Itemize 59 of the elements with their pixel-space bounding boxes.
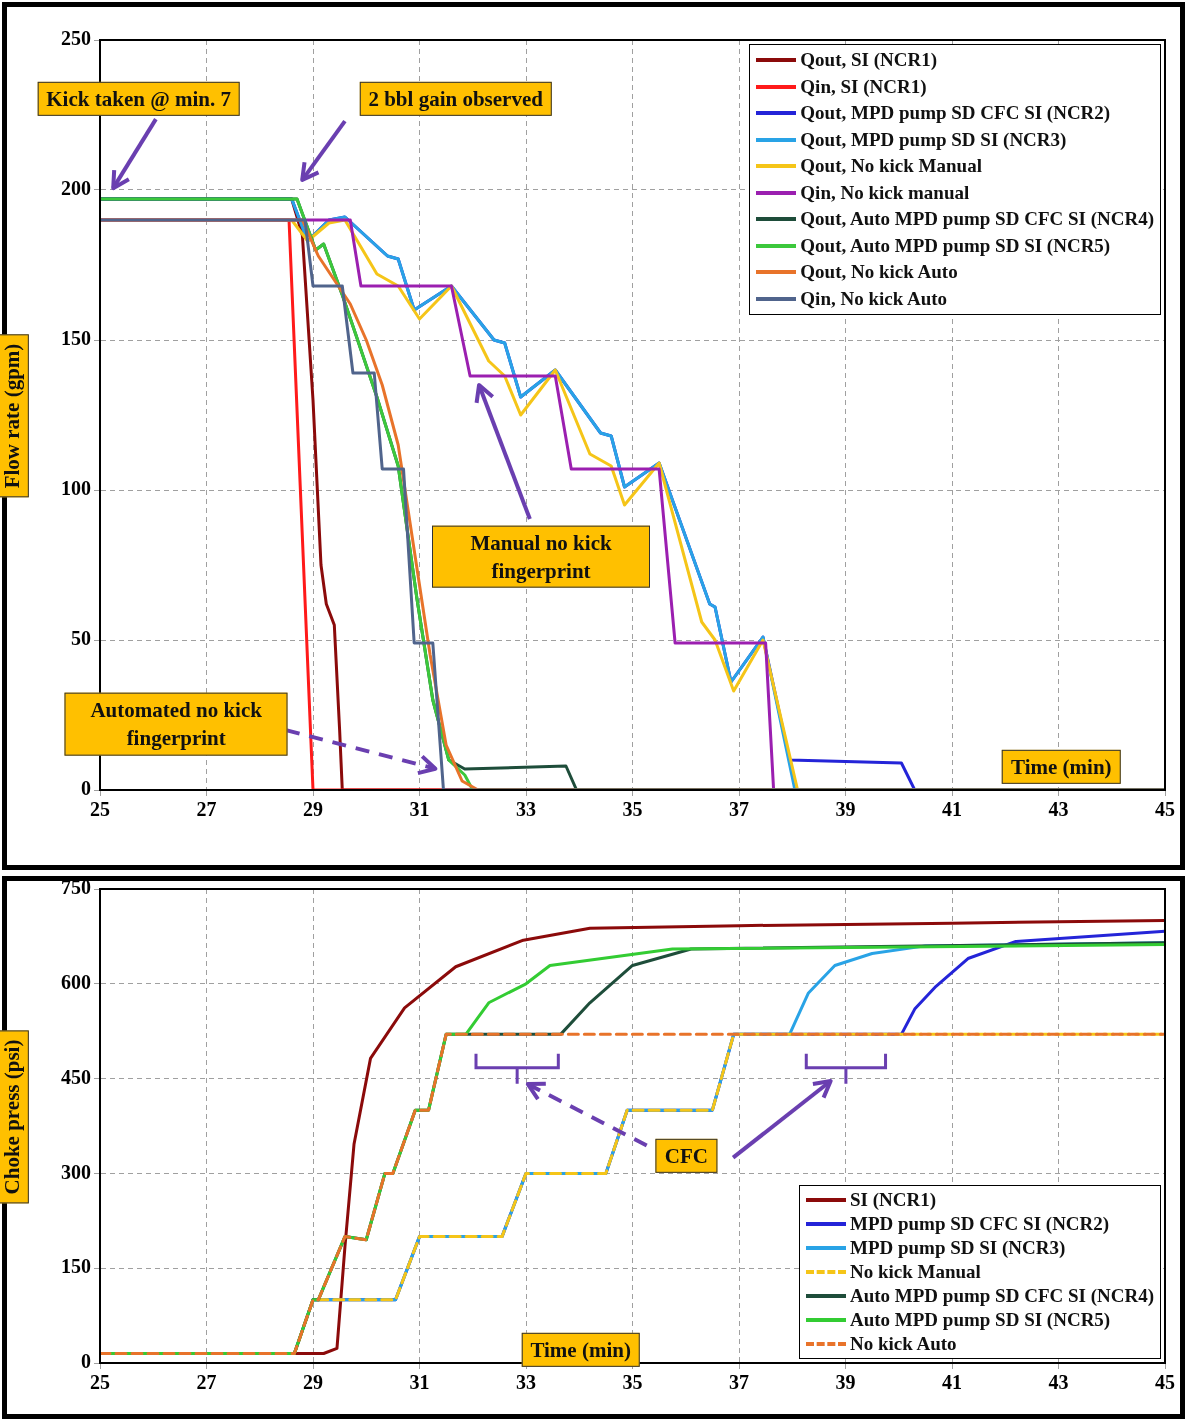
- x-tick-label: 35: [622, 1371, 643, 1394]
- legend-label: Auto MPD pump SD CFC SI (NCR4): [849, 1285, 1154, 1307]
- legend-label: SI (NCR1): [849, 1189, 936, 1211]
- x-tick-label: 35: [622, 798, 643, 821]
- legend-label: Qout, Auto MPD pump SD CFC SI (NCR4): [800, 208, 1154, 231]
- x-tick-label: 39: [835, 798, 856, 821]
- legend-label: Qout, No kick Auto: [800, 261, 958, 284]
- y-tick-label: 450: [61, 1065, 91, 1088]
- y-tick-label: 0: [81, 1350, 91, 1373]
- y-tick-label: 250: [61, 27, 91, 50]
- y-tick-label: 0: [81, 777, 91, 800]
- legend-label: Qout, No kick Manual: [800, 155, 982, 178]
- x-tick-label: 37: [729, 1371, 749, 1394]
- legend-label: Qout, MPD pump SD SI (NCR3): [800, 128, 1067, 151]
- x-tick-label: 29: [303, 1371, 323, 1394]
- legend-label: Qout, MPD pump SD CFC SI (NCR2): [800, 102, 1111, 125]
- callout-box: Manual no kick fingerprint: [432, 525, 651, 588]
- x-tick-label: 45: [1155, 1371, 1175, 1394]
- callout-box: Kick taken @ min. 7: [37, 81, 240, 117]
- x-tick-label: 41: [942, 1371, 962, 1394]
- legend-label: No kick Auto: [849, 1333, 957, 1355]
- x-tick-label: 43: [1048, 798, 1069, 821]
- x-tick-label: 25: [90, 798, 110, 821]
- x-tick-label: 41: [942, 798, 962, 821]
- x-tick-label: 43: [1048, 1371, 1069, 1394]
- legend-label: Qin, No kick manual: [800, 181, 970, 204]
- legend-label: Qin, SI (NCR1): [800, 75, 927, 98]
- y-tick-label: 150: [61, 327, 91, 350]
- x-tick-label: 33: [516, 798, 536, 821]
- y-tick-label: 600: [61, 970, 91, 993]
- y-tick-label: 100: [61, 477, 91, 500]
- x-tick-label: 45: [1155, 798, 1175, 821]
- y-axis-title: Choke press (psi): [0, 1030, 29, 1204]
- x-tick-label: 31: [409, 1371, 430, 1394]
- x-tick-label: 25: [90, 1371, 110, 1394]
- legend-label: Qout, SI (NCR1): [800, 49, 938, 72]
- callout-box: CFC: [655, 1138, 717, 1173]
- callout-box: Automated no kick fingerprint: [64, 692, 288, 756]
- legend-label: Auto MPD pump SD SI (NCR5): [849, 1309, 1111, 1331]
- legend-label: Qin, No kick Auto: [800, 287, 948, 310]
- legend-label: MPD pump SD SI (NCR3): [849, 1237, 1066, 1259]
- x-tick-label: 27: [196, 1371, 217, 1394]
- y-tick-label: 300: [61, 1160, 91, 1183]
- x-axis-title: Time (min): [1002, 749, 1121, 784]
- y-tick-label: 150: [61, 1255, 91, 1278]
- y-axis-title: Flow rate (gpm): [0, 334, 29, 497]
- x-tick-label: 27: [196, 798, 217, 821]
- x-tick-label: 33: [516, 1371, 536, 1394]
- x-tick-label: 31: [409, 798, 430, 821]
- x-tick-label: 39: [835, 1371, 856, 1394]
- y-tick-label: 50: [71, 627, 91, 650]
- x-axis-title: Time (min): [521, 1332, 640, 1367]
- x-tick-label: 29: [303, 798, 323, 821]
- legend-label: No kick Manual: [849, 1261, 981, 1283]
- y-tick-label: 200: [61, 177, 91, 200]
- legend-label: MPD pump SD CFC SI (NCR2): [849, 1213, 1110, 1235]
- callout-box: 2 bbl gain observed: [359, 81, 552, 117]
- legend-label: Qout, Auto MPD pump SD SI (NCR5): [800, 234, 1111, 257]
- x-tick-label: 37: [729, 798, 749, 821]
